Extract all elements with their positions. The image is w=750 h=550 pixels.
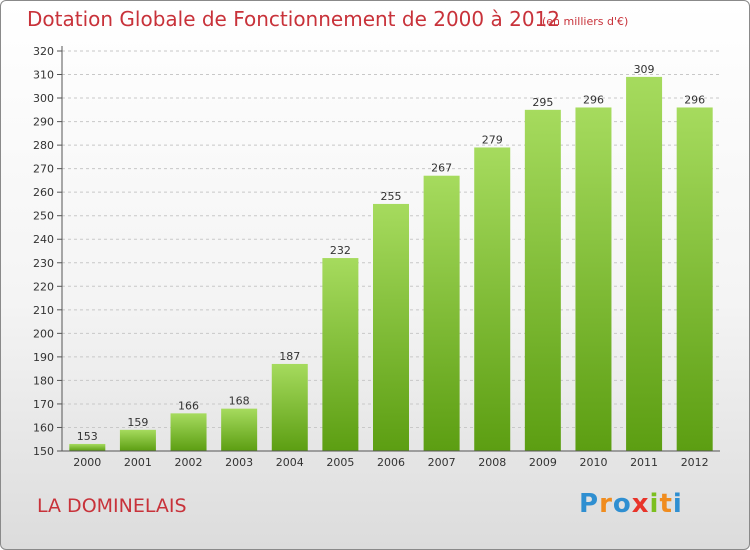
y-tick-label: 260 bbox=[33, 186, 54, 199]
y-tick-label: 160 bbox=[33, 421, 54, 434]
value-label: 255 bbox=[381, 190, 402, 203]
bar-2012 bbox=[676, 107, 713, 452]
logo-letter: x bbox=[631, 489, 650, 519]
commune-name: LA DOMINELAIS bbox=[37, 495, 187, 517]
x-tick-label: 2011 bbox=[630, 456, 658, 469]
x-tick-label: 2008 bbox=[478, 456, 506, 469]
value-label: 187 bbox=[279, 350, 300, 363]
bar-2002 bbox=[170, 413, 207, 451]
x-tick-label: 2002 bbox=[175, 456, 203, 469]
value-label: 166 bbox=[178, 399, 199, 412]
value-label: 309 bbox=[634, 63, 655, 76]
y-tick-label: 320 bbox=[33, 45, 54, 58]
bar-2003 bbox=[221, 408, 258, 451]
value-labels: 153 159 166 168 187 232 255 267 279 295 296 309 296 bbox=[77, 63, 705, 443]
bar-2000 bbox=[69, 443, 106, 451]
y-tick-label: 290 bbox=[33, 116, 54, 129]
y-tick-label: 250 bbox=[33, 210, 54, 223]
logo-letter: i bbox=[649, 489, 660, 519]
chart-unit: (en milliers d'€) bbox=[542, 15, 629, 28]
bar-2009 bbox=[524, 109, 561, 451]
value-label: 296 bbox=[583, 93, 604, 106]
y-tick-label: 170 bbox=[33, 398, 54, 411]
logo-letter: o bbox=[612, 489, 632, 519]
y-tick-label: 280 bbox=[33, 139, 54, 152]
y-tick-label: 180 bbox=[33, 374, 54, 387]
value-label: 232 bbox=[330, 244, 351, 257]
y-tick-label: 150 bbox=[33, 445, 54, 458]
x-tick-label: 2010 bbox=[579, 456, 607, 469]
value-label: 267 bbox=[431, 162, 452, 175]
y-tick-label: 310 bbox=[33, 69, 54, 82]
x-tick-label: 2005 bbox=[326, 456, 354, 469]
value-label: 153 bbox=[77, 430, 98, 443]
bar-2001 bbox=[119, 429, 156, 451]
value-label: 279 bbox=[482, 133, 503, 146]
x-tick-label: 2004 bbox=[276, 456, 304, 469]
bar-2006 bbox=[373, 203, 409, 451]
logo-letter: r bbox=[599, 489, 613, 519]
value-label: 159 bbox=[127, 416, 148, 429]
x-tick-label: 2007 bbox=[428, 456, 456, 469]
axes bbox=[61, 46, 720, 452]
y-tick-label: 210 bbox=[33, 304, 54, 317]
x-tick-label: 2001 bbox=[124, 456, 152, 469]
y-tick-label: 230 bbox=[33, 257, 54, 270]
bar-2004 bbox=[271, 363, 308, 451]
y-tick-label: 240 bbox=[33, 233, 54, 246]
y-tick-label: 220 bbox=[33, 280, 54, 293]
chart-title: Dotation Globale de Fonctionnement de 20… bbox=[27, 7, 560, 31]
bar-2007 bbox=[423, 175, 460, 452]
proxiti-logo: Proxiti bbox=[579, 489, 683, 519]
y-tick-label: 300 bbox=[33, 92, 54, 105]
logo-letter: P bbox=[579, 489, 600, 519]
bar-2008 bbox=[474, 147, 511, 451]
bar-2010 bbox=[575, 107, 612, 452]
logo-letter: t bbox=[659, 489, 673, 519]
x-axis-ticks: 2000 2001 2002 2003 2004 2005 2006 2007 2008 2009… bbox=[73, 456, 708, 469]
y-axis-ticks: 150 160 170 180 190 200 210 220 230 240 250 260 270 2… bbox=[33, 45, 62, 458]
logo-letter: i bbox=[672, 489, 683, 519]
value-label: 168 bbox=[229, 395, 250, 408]
x-tick-label: 2000 bbox=[73, 456, 101, 469]
x-tick-label: 2006 bbox=[377, 456, 405, 469]
x-tick-label: 2012 bbox=[681, 456, 709, 469]
y-tick-label: 270 bbox=[33, 163, 54, 176]
x-tick-label: 2009 bbox=[529, 456, 557, 469]
value-label: 295 bbox=[532, 96, 553, 109]
y-tick-label: 200 bbox=[33, 327, 54, 340]
bar-2005 bbox=[322, 258, 359, 451]
bar-2011 bbox=[626, 76, 663, 451]
bars bbox=[69, 76, 713, 452]
y-tick-label: 190 bbox=[33, 351, 54, 364]
value-label: 296 bbox=[684, 93, 705, 106]
x-tick-label: 2003 bbox=[225, 456, 253, 469]
